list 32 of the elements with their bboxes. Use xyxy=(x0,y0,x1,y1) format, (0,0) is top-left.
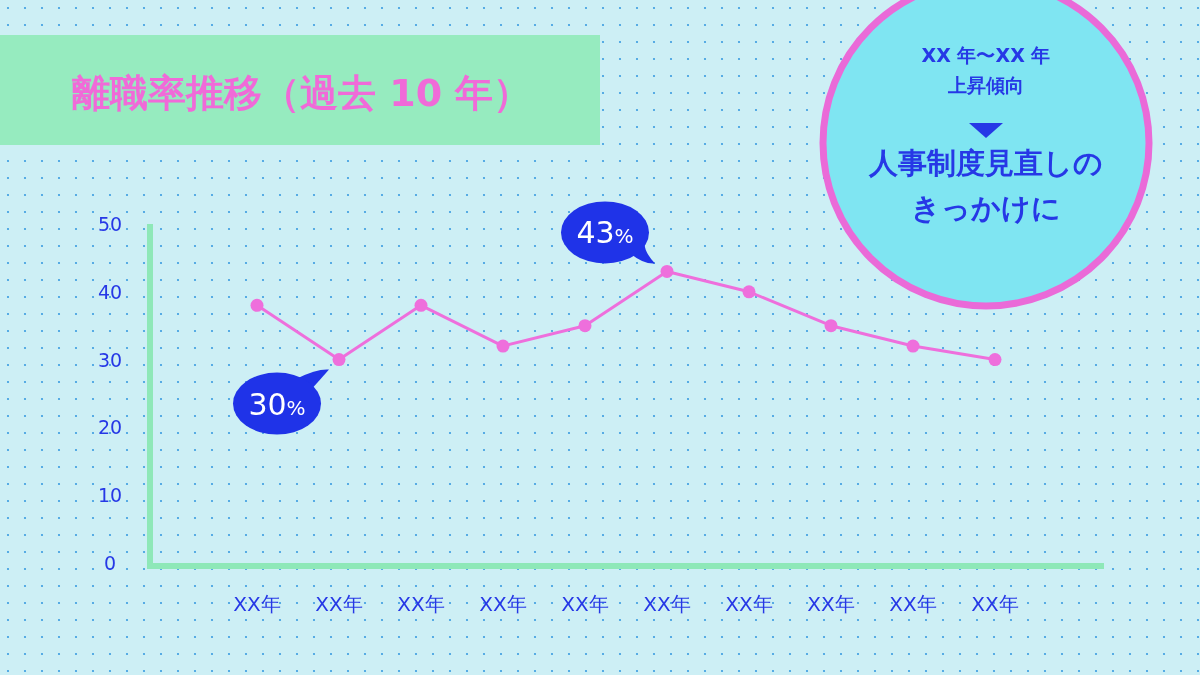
y-tick-label: 10 xyxy=(97,484,123,507)
data-label: 43% xyxy=(576,215,634,251)
x-tick-label: XX年 xyxy=(561,592,609,616)
x-tick-label: XX年 xyxy=(807,592,855,616)
point xyxy=(988,353,1002,367)
title: 離職率推移（過去 10 年） xyxy=(0,35,600,145)
x-tick-label: XX年 xyxy=(889,592,937,616)
point xyxy=(250,298,264,312)
y-tick-label: 30 xyxy=(97,348,123,371)
point xyxy=(578,319,592,333)
point xyxy=(496,339,510,353)
x-tick-label: XX年 xyxy=(397,592,445,616)
y-tick-label: 40 xyxy=(97,280,123,303)
y-tick-label: 20 xyxy=(97,416,123,439)
point xyxy=(824,319,838,333)
x-tick-label: XX年 xyxy=(725,592,773,616)
point xyxy=(660,264,674,278)
x-tick-label: XX年 xyxy=(971,592,1019,616)
point xyxy=(414,298,428,312)
chart-title: 離職率推移（過去 10 年） xyxy=(71,71,532,115)
point xyxy=(742,285,756,299)
x-tick-label: XX年 xyxy=(643,592,691,616)
annotation: きっかけに xyxy=(911,191,1061,225)
y-tick-label: 0 xyxy=(103,552,117,574)
x-tick-label: XX年 xyxy=(315,592,363,616)
data-label: 30% xyxy=(248,386,306,422)
point xyxy=(906,339,920,353)
x-tick-label: XX年 xyxy=(479,592,527,616)
y-tick-label: 50 xyxy=(97,213,123,235)
x-tick-label: XX年 xyxy=(233,592,281,616)
callout: XX 年〜XX 年 上昇傾向 人事制度見直しの きっかけに xyxy=(819,0,1153,310)
point xyxy=(332,353,346,367)
